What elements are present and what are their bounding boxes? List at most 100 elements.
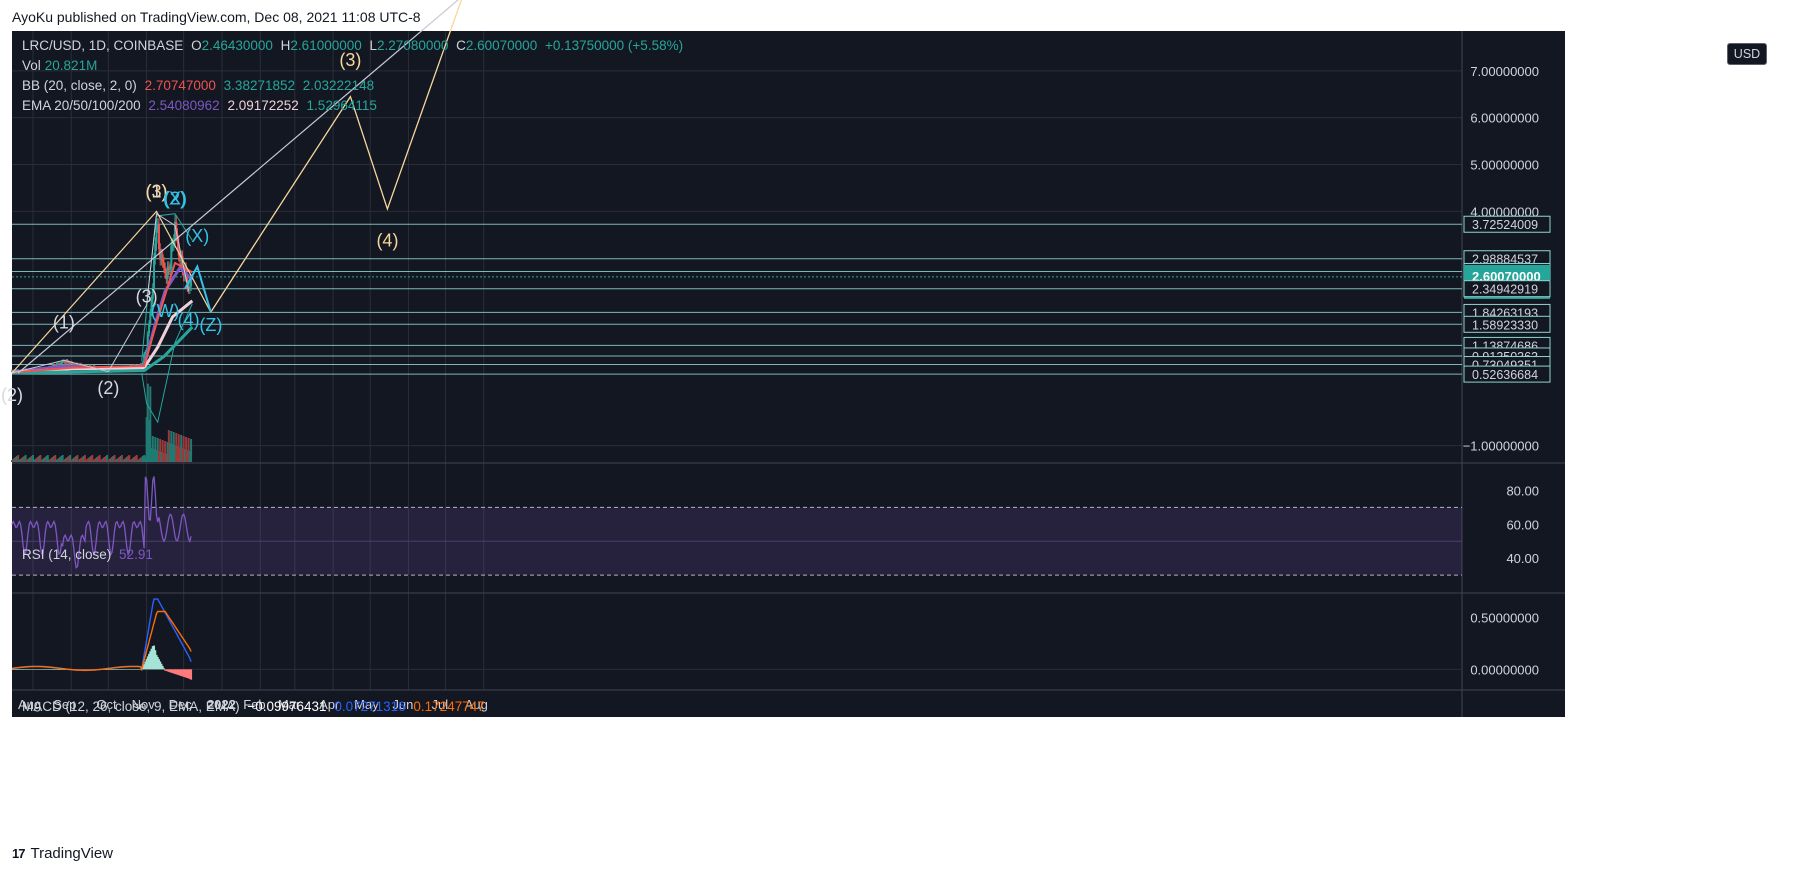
close-label: C [456, 38, 466, 53]
volume-bar [190, 439, 193, 462]
macd-histogram-bar [161, 666, 164, 670]
level-label: 2.34942919 [1472, 283, 1538, 297]
volume-bar [91, 455, 94, 462]
macd-histogram-bar [134, 669, 137, 670]
volume-bar [51, 457, 54, 462]
macd-histogram-bar [144, 661, 147, 670]
macd-histogram-bar [49, 669, 52, 670]
volume-bar [87, 458, 90, 462]
volume-bar [170, 431, 173, 462]
macd-histogram-bar [114, 669, 117, 670]
macd-histogram-bar [18, 669, 21, 670]
macd-histogram-bar [188, 669, 191, 679]
volume-bar [134, 456, 137, 462]
candle-body [164, 267, 167, 274]
level-label: 0.52636684 [1472, 368, 1538, 382]
volume-bar [139, 458, 142, 462]
macd-histogram-bar [166, 669, 169, 672]
volume-bar [80, 458, 83, 462]
macd-histogram-bar [14, 669, 17, 670]
volume-bar [140, 457, 143, 462]
volume-bar [123, 459, 126, 462]
macd-histogram-bar [159, 661, 162, 670]
volume-bar [187, 438, 190, 462]
candle-body [61, 360, 64, 363]
low-label: L [369, 38, 378, 53]
volume-bar [130, 459, 133, 462]
wave-label: (2) [97, 378, 119, 398]
price-legend: LRC/USD, 1D, COINBASE O2.46430000 H2.610… [22, 38, 687, 53]
volume-bar [38, 456, 41, 462]
volume-bar [61, 455, 64, 462]
symbol-label[interactable]: LRC/USD, 1D, COINBASE [22, 38, 184, 53]
candle-body [76, 363, 79, 366]
macd-histogram-bar [170, 669, 173, 673]
volume-bar [34, 459, 37, 462]
wave-label: (Z) [199, 315, 222, 335]
volume-bar [111, 457, 114, 462]
ema-label[interactable]: EMA 20/50/100/200 [22, 98, 141, 113]
candle-body [190, 279, 193, 287]
volume-bar [94, 458, 97, 462]
volume-bar [45, 456, 48, 462]
currency-button[interactable]: USD [1727, 43, 1767, 65]
wave-label: (2) [164, 188, 186, 208]
volume-bar [55, 460, 58, 462]
time-tick-label: May [354, 697, 379, 712]
volume-bar [78, 459, 81, 462]
open-label: O [191, 38, 202, 53]
volume-bar [20, 458, 23, 462]
macd-histogram-bar [164, 669, 167, 671]
macd-histogram-bar [183, 669, 186, 678]
wave-label: (X) [163, 188, 187, 208]
macd-histogram-bar [125, 669, 128, 670]
macd-histogram-bar [155, 654, 158, 670]
macd-label[interactable]: MACD (12, 26, close, 9, EMA, EMA) [22, 699, 240, 714]
macd-histogram-bar [162, 668, 165, 670]
volume-bar [124, 458, 127, 462]
candle-body [156, 224, 159, 227]
macd-histogram-bar [119, 669, 122, 670]
candle-body [70, 362, 73, 364]
rsi-label[interactable]: RSI (14, close) [22, 547, 112, 562]
volume-bar [103, 457, 106, 462]
macd-histogram-bar [138, 669, 141, 670]
macd-histogram-bar [185, 669, 188, 678]
macd-histogram-bar [124, 669, 127, 670]
macd-histogram-bar [111, 669, 114, 670]
macd-histogram-bar [55, 669, 58, 670]
volume-bar [181, 448, 184, 462]
yellow-projection-line [210, 0, 463, 313]
volume-bar [113, 455, 116, 462]
white-channel-line [17, 0, 459, 374]
volume-bar [186, 450, 189, 462]
macd-histogram-bar [149, 651, 152, 670]
candle-body [72, 364, 75, 366]
volume-bar [24, 455, 27, 462]
volume-bar [120, 455, 123, 462]
bb-label[interactable]: BB (20, close, 2, 0) [22, 78, 137, 93]
macd-histogram-bar [85, 669, 88, 670]
macd-histogram-bar [22, 669, 25, 670]
macd-histogram-bar [187, 669, 190, 679]
macd-histogram-bar [13, 669, 16, 670]
macd-histogram-bar [35, 669, 38, 670]
candle-body [143, 353, 146, 363]
volume-bar [15, 456, 18, 462]
volume-bar [112, 456, 115, 462]
publisher-header: AyoKu published on TradingView.com, Dec … [12, 9, 421, 25]
macd-histogram-bar [104, 669, 107, 670]
macd-histogram-bar [29, 669, 32, 670]
level-badge [1463, 280, 1551, 298]
macd-histogram-bar [12, 669, 15, 670]
macd-histogram-bar [36, 669, 39, 670]
volume-bar [117, 458, 120, 462]
macd-histogram-bar [157, 659, 160, 670]
macd-histogram-bar [123, 669, 126, 670]
volume-bar [92, 460, 95, 462]
candle-body [161, 254, 164, 263]
macd-histogram-bar [48, 669, 51, 670]
volume-label[interactable]: Vol [22, 58, 41, 73]
candle-body [141, 362, 144, 366]
